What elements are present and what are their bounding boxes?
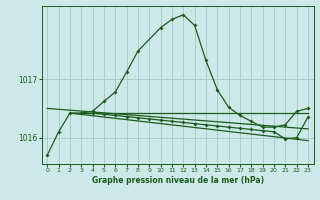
X-axis label: Graphe pression niveau de la mer (hPa): Graphe pression niveau de la mer (hPa) [92,176,264,185]
